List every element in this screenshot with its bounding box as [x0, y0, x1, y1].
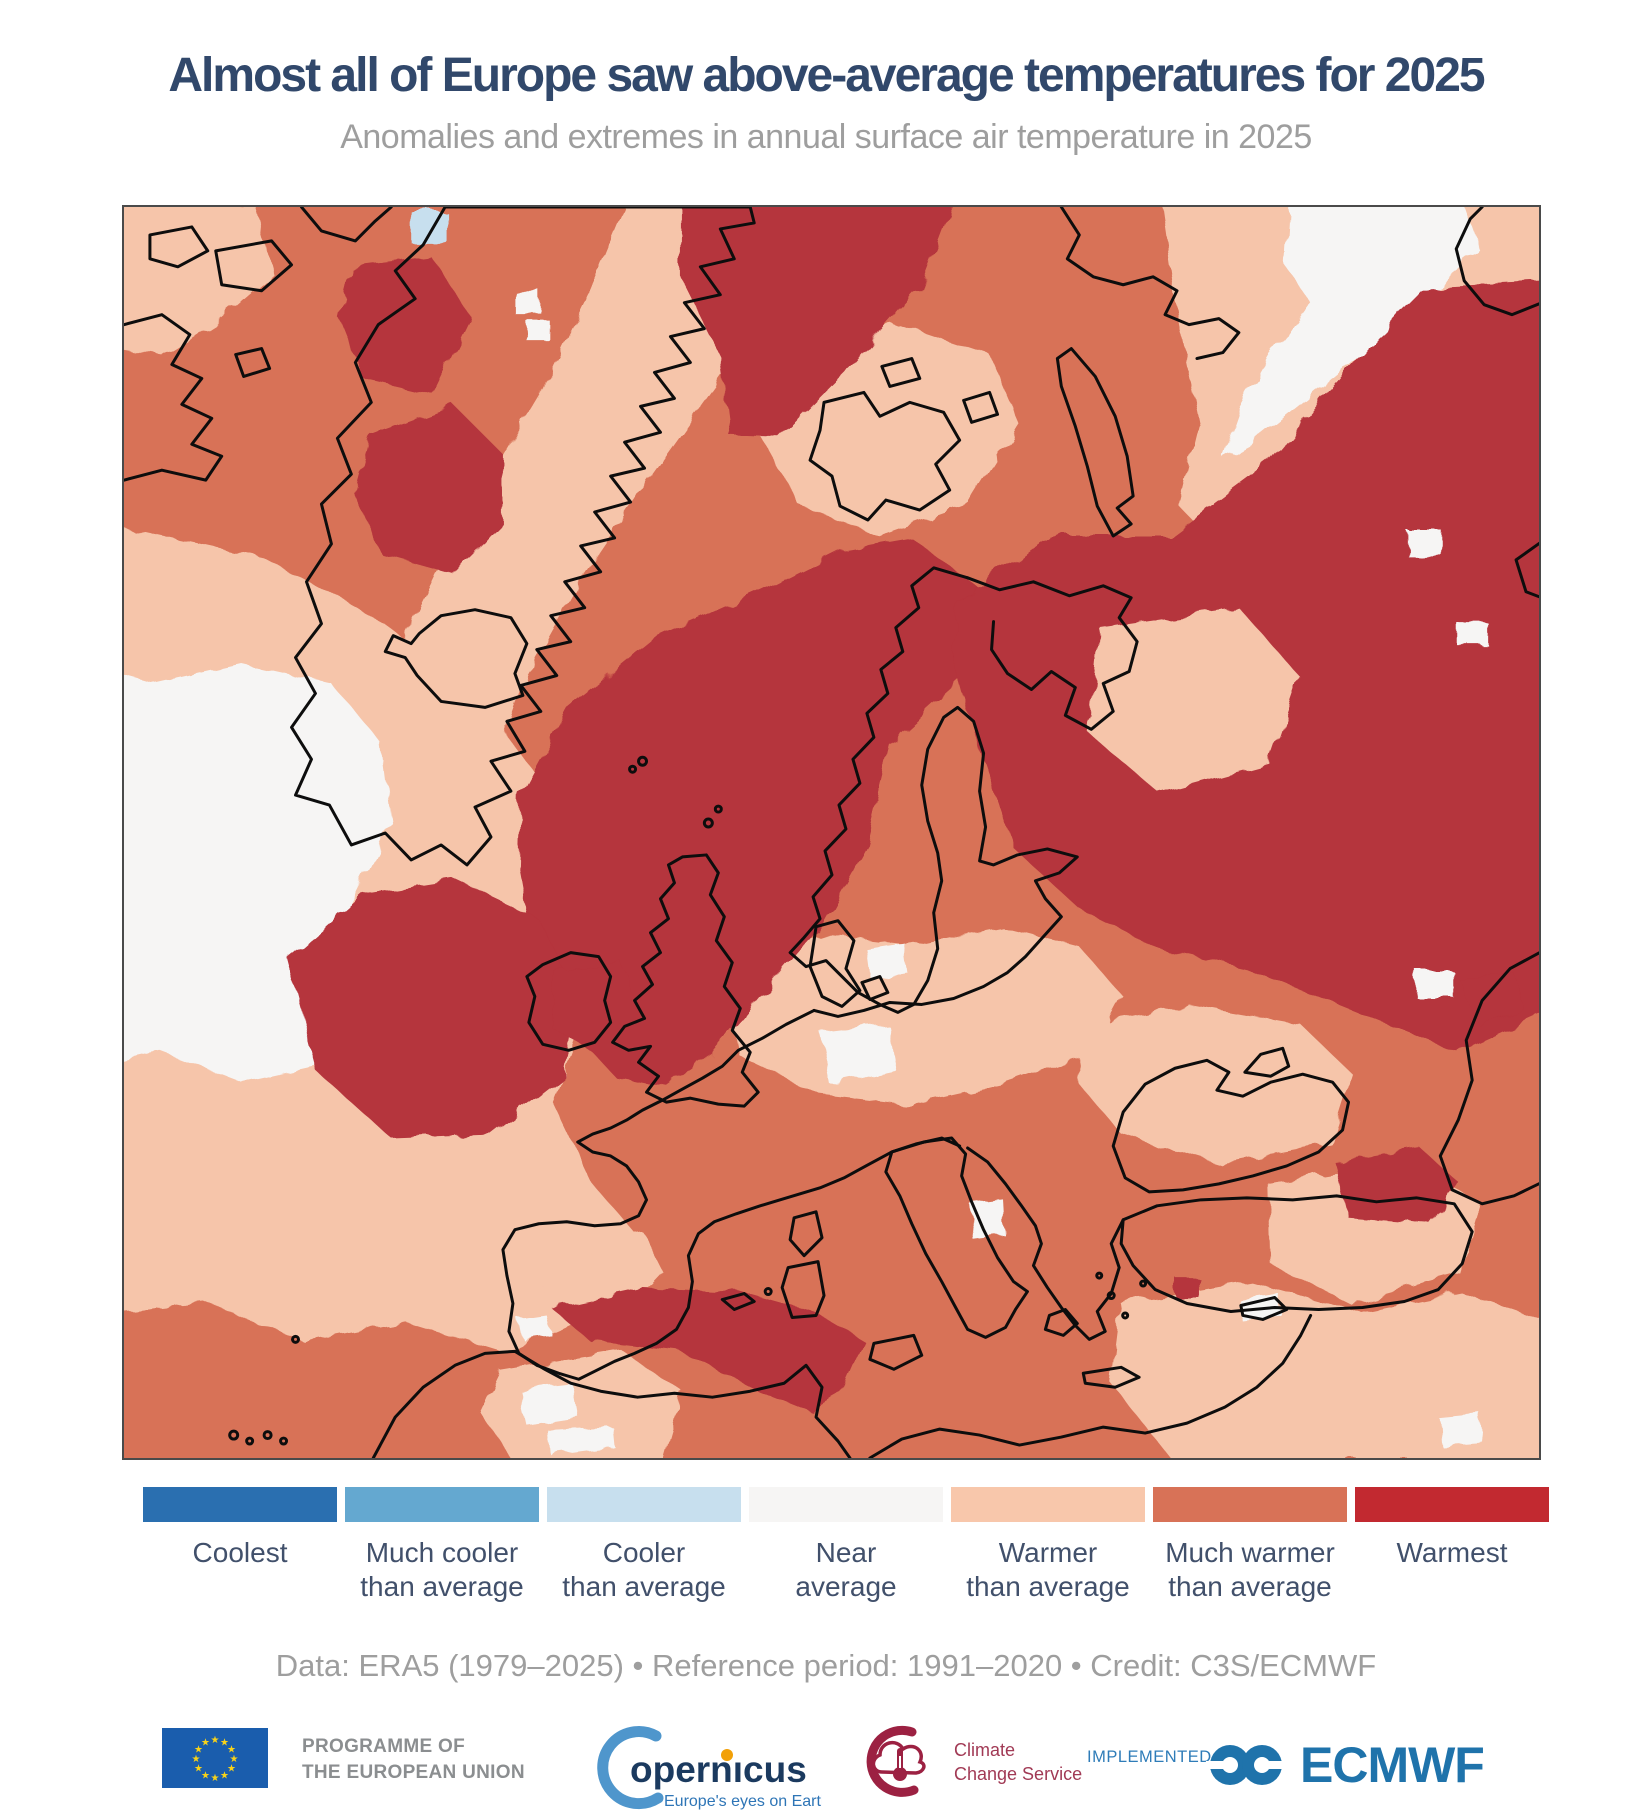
svg-text:★: ★ — [220, 1738, 229, 1749]
copernicus-orange-dot-icon — [721, 1749, 733, 1761]
svg-text:★: ★ — [227, 1745, 236, 1756]
legend-label: Warmer — [998, 1537, 1098, 1568]
ccs-crescent-icon — [866, 1725, 919, 1797]
svg-text:★: ★ — [230, 1754, 239, 1765]
legend-swatch-row: Coolest Much cooler than average Cooler th… — [143, 1487, 1553, 1604]
svg-text:★: ★ — [211, 1735, 220, 1746]
eu-programme-text: PROGRAMME OF THE EUROPEAN UNION — [302, 1734, 525, 1786]
ccs-line2: Change Service — [954, 1764, 1082, 1784]
ecmwf-wordmark: ECMWF — [1300, 1737, 1485, 1793]
eu-programme-line1: PROGRAMME OF — [302, 1736, 465, 1757]
europe-anomaly-map — [122, 205, 1541, 1460]
legend-label: than average — [966, 1571, 1130, 1602]
copernicus-logo: opernıcus Europe's eyes on Earth — [597, 1726, 822, 1810]
footer-logos: ★ ★ ★ ★ ★ ★ ★ ★ ★ ★ ★ ★ PROGRAMME OF THE EUROPEA… — [0, 1720, 1652, 1818]
ccs-line1: Climate — [954, 1740, 1015, 1760]
svg-text:★: ★ — [192, 1754, 201, 1765]
svg-text:★: ★ — [194, 1764, 203, 1775]
legend-item-cooler: Cooler than average — [547, 1487, 741, 1604]
coastlines — [124, 207, 1539, 1458]
legend-swatch-cooler — [547, 1487, 741, 1522]
ecmwf-logo: ECMWF — [1206, 1734, 1485, 1796]
ccs-thermometer-icon — [893, 1767, 907, 1781]
legend-label: Cooler — [602, 1537, 686, 1568]
copernicus-tagline: Europe's eyes on Earth — [664, 1793, 822, 1810]
copernicus-crescent-icon — [597, 1726, 664, 1810]
svg-text:★: ★ — [227, 1764, 236, 1775]
svg-text:★: ★ — [194, 1745, 203, 1756]
legend-item-near-average: Near average — [749, 1487, 943, 1604]
legend-swatch-much-warmer — [1153, 1487, 1347, 1522]
legend-item-coolest: Coolest — [143, 1487, 337, 1604]
eu-programme-line2: THE EUROPEAN UNION — [302, 1762, 525, 1783]
legend-label: than average — [1168, 1571, 1332, 1602]
svg-text:★: ★ — [201, 1738, 210, 1749]
svg-text:★: ★ — [201, 1771, 210, 1782]
legend-item-much-warmer: Much warmer than average — [1153, 1487, 1347, 1604]
ecmwf-glyph-icon — [1206, 1745, 1283, 1785]
page-title: Almost all of Europe saw above-average t… — [168, 49, 1485, 102]
implemented-by-label: IMPLEMENTED BY — [1087, 1748, 1240, 1766]
legend-swatch-warmest — [1355, 1487, 1549, 1522]
legend-swatch-coolest — [143, 1487, 337, 1522]
legend-label: Much warmer — [1165, 1537, 1335, 1568]
map-canvas — [124, 207, 1539, 1458]
legend-item-warmest: Warmest — [1355, 1487, 1549, 1604]
legend: Coolest Much cooler than average Cooler th… — [143, 1487, 1553, 1604]
legend-label: Near — [815, 1537, 877, 1568]
map-overlay-patches — [410, 210, 1488, 1321]
eu-flag-icon: ★ ★★ ★★★ ★★★ ★★★ — [162, 1728, 268, 1788]
legend-item-warmer: Warmer than average — [951, 1487, 1145, 1604]
legend-item-much-cooler: Much cooler than average — [345, 1487, 539, 1604]
svg-text:★: ★ — [211, 1773, 220, 1784]
legend-label: Coolest — [192, 1537, 288, 1568]
legend-label: Much cooler — [365, 1537, 519, 1568]
climate-change-service-logo: Climate Change Service — [866, 1725, 1082, 1797]
copernicus-wordmark: opernıcus — [630, 1749, 807, 1790]
legend-swatch-warmer — [951, 1487, 1145, 1522]
legend-swatch-near-average — [749, 1487, 943, 1522]
legend-label: Warmest — [1396, 1537, 1508, 1568]
legend-label: average — [795, 1571, 897, 1602]
data-credit-line: Data: ERA5 (1979–2025) • Reference perio… — [275, 1648, 1377, 1683]
legend-label: than average — [562, 1571, 726, 1602]
svg-text:★: ★ — [220, 1771, 229, 1782]
page-subtitle: Anomalies and extremes in annual surface… — [340, 118, 1312, 156]
legend-label: than average — [360, 1571, 524, 1602]
legend-swatch-much-cooler — [345, 1487, 539, 1522]
